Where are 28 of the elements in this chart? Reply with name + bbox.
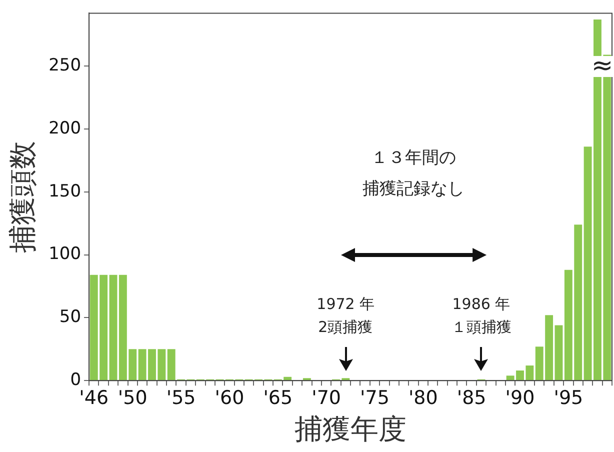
x-tick-label: '85 — [456, 386, 486, 409]
x-tick-label: '80 — [408, 386, 438, 409]
x-tick-label: '95 — [554, 386, 584, 409]
y-tick-label: 150 — [48, 181, 82, 202]
x-tick-label: '60 — [214, 386, 244, 409]
x-tick-label: '55 — [166, 386, 196, 409]
y-tick-label: 0 — [70, 370, 82, 390]
x-tick-label: '70 — [312, 386, 342, 409]
x-tick-label: '75 — [360, 386, 390, 409]
bar — [554, 325, 563, 380]
annotation: １頭捕獲 — [451, 318, 512, 336]
annotation: 1972 年 — [316, 295, 375, 314]
annotation: 2頭捕獲 — [318, 318, 373, 336]
x-tick-label: '50 — [118, 386, 148, 409]
x-tick-label: '65 — [263, 386, 293, 409]
x-tick-label: '90 — [505, 386, 535, 409]
annotation: 1986 年 — [452, 295, 510, 314]
annotation: 捕獲記録なし — [362, 179, 464, 201]
x-tick-label: '46 — [79, 386, 109, 409]
annotation: １３年間の — [370, 148, 456, 170]
annotation: ≈ — [591, 50, 614, 81]
y-tick-label: 250 — [48, 55, 82, 76]
y-axis-title: 捕獲頭数 — [6, 140, 40, 253]
y-tick-label: 100 — [48, 244, 82, 264]
y-tick-label: 200 — [48, 118, 82, 138]
bar — [109, 274, 118, 380]
y-tick-label: 50 — [59, 307, 82, 328]
x-axis-title: 捕獲年度 — [294, 412, 407, 446]
